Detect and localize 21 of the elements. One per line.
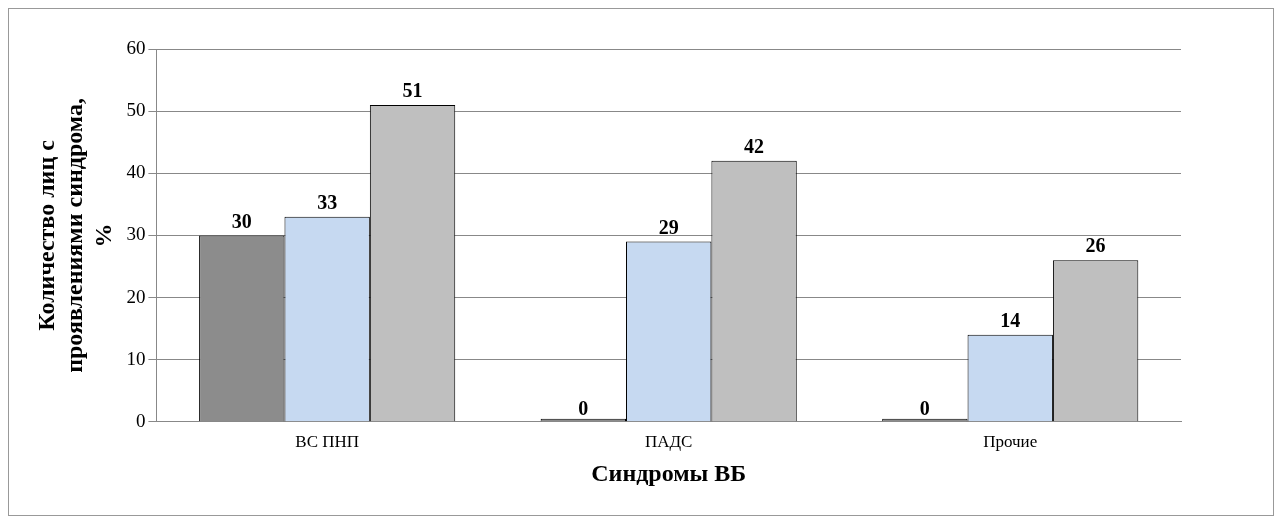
data-label: 0 <box>578 396 589 419</box>
data-label: 0 <box>919 396 930 419</box>
data-label: 51 <box>402 79 423 102</box>
data-label: 30 <box>231 209 252 232</box>
y-tick-label: 30 <box>126 223 146 245</box>
x-tick-label: Прочие <box>983 432 1038 452</box>
data-label: 33 <box>317 190 338 213</box>
data-label: 14 <box>1000 308 1021 331</box>
y-tick-label: 60 <box>126 36 146 58</box>
x-tick-label: ВС ПНП <box>295 432 360 452</box>
y-tick-label: 20 <box>126 285 146 307</box>
y-tick-label: 40 <box>126 161 146 183</box>
x-axis-title: Синдромы ВБ <box>591 459 747 486</box>
data-label: 42 <box>744 135 765 158</box>
data-label: 26 <box>1085 234 1106 257</box>
data-label: 29 <box>658 215 679 238</box>
y-tick-label: 0 <box>135 409 146 431</box>
y-tick-label: 50 <box>126 99 146 121</box>
y-axis-title: Количество лиц с проявлениями синдрома, % <box>32 97 117 373</box>
x-tick-label: ПАДС <box>644 432 693 452</box>
y-tick-label: 10 <box>126 347 146 369</box>
